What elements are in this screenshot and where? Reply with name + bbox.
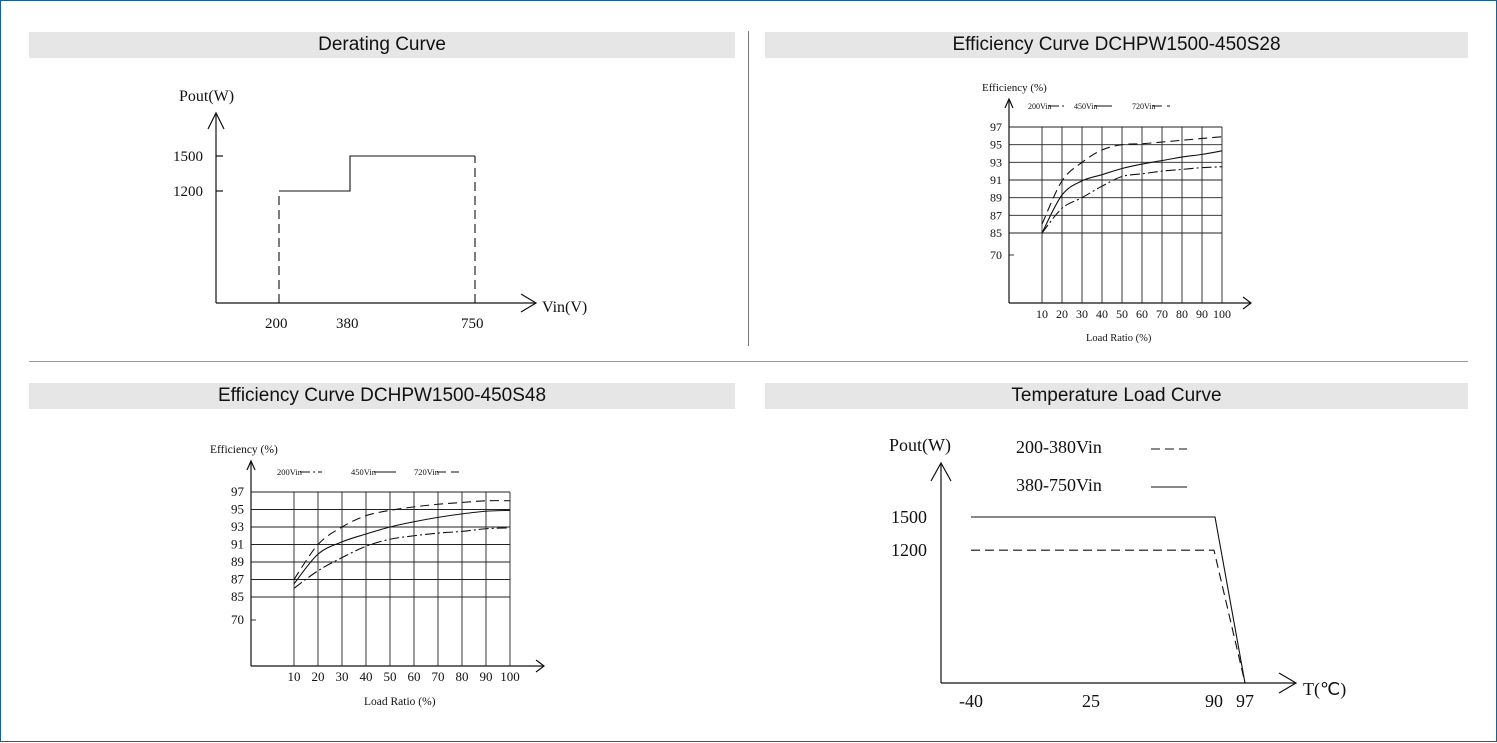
temp-series-380-750Vin xyxy=(971,516,1246,684)
eff48-y-tick-91: 91 xyxy=(231,537,244,552)
eff48-y-tick-97: 97 xyxy=(231,484,245,499)
eff48-x-arrow xyxy=(535,659,545,673)
derating-series-0 xyxy=(279,155,475,192)
eff48-chart: Efficiency (%) Load Ratio (%) 10 20 30 40 50… xyxy=(210,444,545,708)
derating-y-arrow xyxy=(207,111,225,130)
temp-y-arrow xyxy=(930,461,952,482)
eff28-x-tick-20: 20 xyxy=(1056,307,1068,321)
eff48-x-tick-10: 10 xyxy=(288,669,301,684)
derating-x-arrow xyxy=(520,293,538,313)
temp-y-tick-1500: 1500 xyxy=(891,507,927,527)
temp-x-axis-label: T(℃) xyxy=(1303,679,1346,700)
eff48-legend-720Vin: 720Vin xyxy=(414,467,440,477)
eff28-y-arrow xyxy=(1004,97,1014,109)
eff28-title: Efficiency (%) xyxy=(982,82,1047,94)
derating-y-tick-1200: 1200 xyxy=(173,184,203,200)
temp-x-arrow xyxy=(1278,672,1298,694)
eff28-legend-450Vin: 450Vin xyxy=(1074,102,1098,111)
eff28-chart: Efficiency (%) Load Ratio (%) 10 20 30 40 50… xyxy=(982,82,1252,344)
eff28-x-axis-label: Load Ratio (%) xyxy=(1086,333,1152,344)
eff48-x-tick-30: 30 xyxy=(336,669,349,684)
temp-y-tick-1200: 1200 xyxy=(891,540,927,560)
eff28-legend-200Vin: 200Vin xyxy=(1028,102,1052,111)
eff48-panel-title: Efficiency Curve DCHPW1500-450S48 xyxy=(29,383,735,409)
eff28-x-tick-30: 30 xyxy=(1076,307,1088,321)
eff48-y-tick-93: 93 xyxy=(231,519,244,534)
eff48-y-arrow xyxy=(246,459,256,471)
derating-y-axis-label: Pout(W) xyxy=(179,88,234,105)
eff48-title: Efficiency (%) xyxy=(210,444,278,456)
eff48-x-tick-70: 70 xyxy=(432,669,445,684)
eff28-series-200Vin xyxy=(1041,166,1223,234)
eff48-series-450Vin xyxy=(293,509,511,585)
eff48-legend-450Vin: 450Vin xyxy=(351,467,377,477)
eff48-series-200Vin xyxy=(293,527,511,589)
derating-x-tick-380: 380 xyxy=(336,316,359,332)
derating-x-axis-label: Vin(V) xyxy=(542,299,587,316)
vertical-divider xyxy=(748,31,749,346)
eff28-x-tick-100: 100 xyxy=(1213,307,1231,321)
eff28-series-450Vin xyxy=(1041,150,1223,234)
temp-x-tick-97: 97 xyxy=(1236,691,1254,711)
eff28-x-arrow xyxy=(1242,296,1252,310)
temp-x-tick-90: 90 xyxy=(1205,691,1223,711)
eff48-x-tick-50: 50 xyxy=(384,669,397,684)
eff48-x-tick-20: 20 xyxy=(312,669,325,684)
eff48-y-tick-70: 70 xyxy=(231,612,244,627)
eff28-y-tick-89: 89 xyxy=(990,191,1002,205)
temp-y-axis-label: Pout(W) xyxy=(889,435,951,456)
eff28-x-tick-60: 60 xyxy=(1136,307,1148,321)
eff28-x-tick-10: 10 xyxy=(1036,307,1048,321)
eff28-x-tick-50: 50 xyxy=(1116,307,1128,321)
eff28-x-tick-90: 90 xyxy=(1196,307,1208,321)
eff28-x-tick-80: 80 xyxy=(1176,307,1188,321)
eff48-x-tick-60: 60 xyxy=(408,669,421,684)
eff28-y-tick-85: 85 xyxy=(990,226,1002,240)
derating-y-tick-1500: 1500 xyxy=(173,149,203,165)
derating-x-tick-750: 750 xyxy=(461,316,484,332)
eff48-x-tick-100: 100 xyxy=(500,669,520,684)
eff48-y-tick-95: 95 xyxy=(231,502,244,517)
eff28-y-tick-93: 93 xyxy=(990,155,1002,169)
horizontal-divider xyxy=(29,361,1468,362)
eff48-y-tick-89: 89 xyxy=(231,554,244,569)
eff48-x-tick-40: 40 xyxy=(360,669,373,684)
eff28-y-tick-70: 70 xyxy=(990,248,1002,262)
eff28-panel-title: Efficiency Curve DCHPW1500-450S28 xyxy=(765,32,1468,58)
eff28-y-tick-91: 91 xyxy=(990,173,1002,187)
eff28-series-720Vin xyxy=(1041,136,1223,225)
eff28-x-tick-70: 70 xyxy=(1156,307,1168,321)
temp-panel-title: Temperature Load Curve xyxy=(765,383,1468,409)
eff48-x-tick-80: 80 xyxy=(456,669,469,684)
eff48-series-720Vin xyxy=(293,500,511,580)
temp-series-200-380Vin xyxy=(971,549,1246,684)
temp-legend-380-750Vin: 380-750Vin xyxy=(1016,475,1102,495)
eff28-x-tick-40: 40 xyxy=(1096,307,1108,321)
derating-x-tick-200: 200 xyxy=(265,316,288,332)
eff48-x-tick-90: 90 xyxy=(480,669,493,684)
eff48-legend-200Vin: 200Vin xyxy=(277,467,303,477)
eff28-y-tick-95: 95 xyxy=(990,138,1002,152)
eff28-y-tick-87: 87 xyxy=(990,208,1002,222)
temp-x-tick-25: 25 xyxy=(1082,691,1100,711)
eff48-y-tick-85: 85 xyxy=(231,589,244,604)
eff28-legend-720Vin: 720Vin xyxy=(1132,102,1156,111)
eff48-x-axis-label: Load Ratio (%) xyxy=(364,696,436,708)
temp-legend-200-380Vin: 200-380Vin xyxy=(1016,437,1102,457)
eff48-y-tick-87: 87 xyxy=(231,572,245,587)
derating-chart: Pout(W) Vin(V) 200 380 750 1200 1500 xyxy=(173,88,587,332)
eff28-y-tick-97: 97 xyxy=(990,120,1002,134)
derating-panel-title: Derating Curve xyxy=(29,32,735,58)
temp-x-tick--40: -40 xyxy=(959,691,983,711)
